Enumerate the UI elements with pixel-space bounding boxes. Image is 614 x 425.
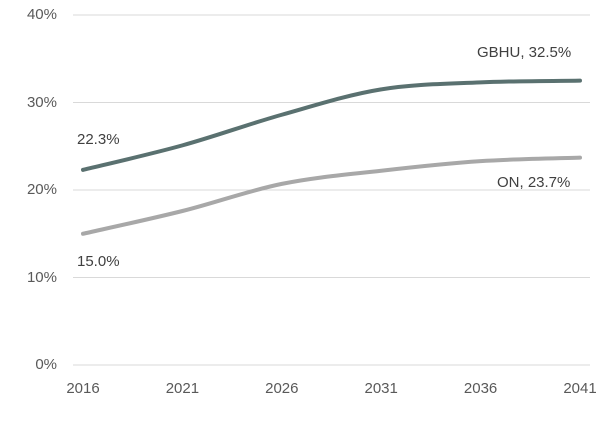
series-line-gbhu — [81, 78, 582, 172]
x-axis-tick-label: 2031 — [364, 380, 398, 397]
y-axis-tick-label: 40% — [26, 6, 57, 23]
x-axis-tick-label: 2016 — [66, 380, 100, 397]
series-gbhu-start-label: 22.3% — [77, 131, 120, 148]
x-axis-tick-label: 2021 — [165, 380, 200, 397]
series-line-on — [81, 155, 582, 236]
x-axis-tick-label: 2036 — [463, 380, 498, 397]
y-axis-tick-label: 20% — [26, 181, 57, 198]
series-gbhu-end-label: GBHU, 32.5% — [477, 44, 572, 61]
x-axis-tick-label: 2026 — [265, 380, 299, 397]
series-on-start-label: 15.0% — [77, 253, 120, 270]
y-axis-tick-label: 30% — [26, 93, 57, 111]
y-axis-tick-label: 0% — [35, 356, 57, 373]
x-axis-tick-label: 2041 — [563, 380, 597, 397]
series-on-end-label: ON, 23.7% — [497, 174, 571, 191]
y-axis-tick-label: 10% — [26, 268, 57, 286]
